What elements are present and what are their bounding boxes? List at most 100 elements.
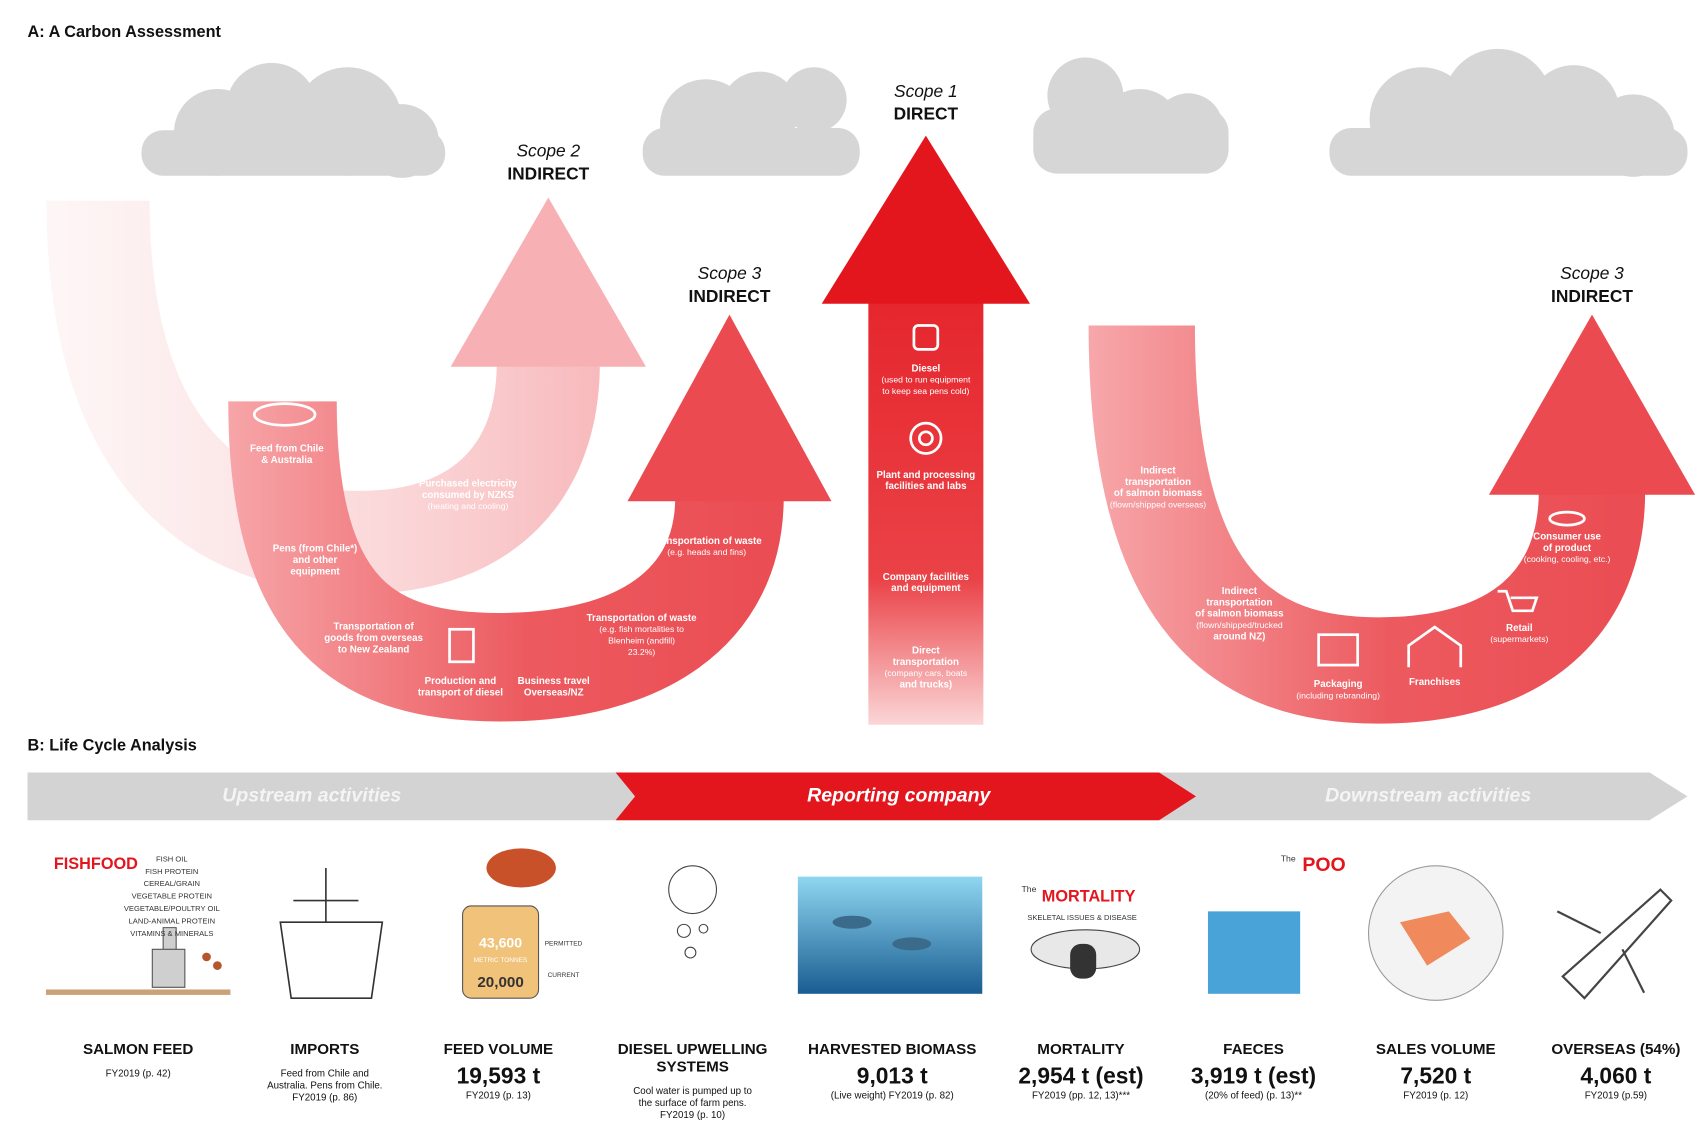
scope-name: Scope 3: [698, 263, 762, 283]
icon-cart: [1497, 589, 1539, 613]
column-title: SALES VOLUME: [1376, 1041, 1496, 1058]
scope1-arrow: [821, 135, 1031, 725]
illus-can-text: 43,600: [479, 935, 522, 951]
column-title: OVERSEAS (54%): [1551, 1041, 1680, 1058]
cloud: [1033, 57, 1229, 174]
item-label: facilities and labs: [885, 481, 967, 492]
item-label: Franchises: [1409, 677, 1461, 688]
item-label: around NZ): [1213, 631, 1265, 642]
item-label: equipment: [290, 566, 340, 577]
column-value: 3,919 t (est): [1191, 1062, 1316, 1088]
item-label: (used to run equipment: [881, 375, 971, 385]
illus-fish: [832, 915, 872, 929]
phase-label: Reporting company: [807, 785, 991, 807]
item-label: Consumer use: [1533, 532, 1601, 543]
illus-ingredient: FISH OIL: [156, 854, 188, 863]
phase-label: Downstream activities: [1325, 785, 1531, 807]
column-note: Cool water is pumped up to: [633, 1086, 752, 1097]
item-label: Transportation of waste: [652, 536, 763, 547]
banner-red: [615, 772, 1197, 821]
icon-pan: [1548, 510, 1586, 527]
item-label: transportation: [893, 657, 959, 668]
illus-board: [45, 989, 231, 995]
illus-grinder: [151, 927, 186, 988]
column-value: 4,060 t: [1580, 1062, 1651, 1088]
column-note: FY2019 (p. 12): [1403, 1090, 1468, 1101]
item-label: & Australia: [261, 455, 313, 466]
column-note: FY2019 (p. 10): [660, 1110, 725, 1121]
item-label: transport of diesel: [418, 687, 503, 698]
item-label: Overseas/NZ: [524, 687, 584, 698]
icon-house: [1407, 625, 1463, 668]
arrow-head: [450, 197, 646, 367]
arrow-head: [627, 314, 832, 502]
illus-ingredient: VITAMINS & MINERALS: [130, 929, 213, 938]
item-label: Plant and processing: [877, 470, 976, 481]
icons: [252, 324, 1586, 668]
column-note: the surface of farm pens.: [639, 1098, 747, 1109]
section-title: A: A Carbon Assessment: [28, 23, 222, 41]
icon-pump: [448, 627, 475, 664]
item-label: Packaging: [1314, 679, 1363, 690]
item-label: (supermarkets): [1490, 634, 1548, 644]
illus-the: The: [1021, 884, 1036, 894]
item-label: and equipment: [891, 583, 961, 594]
item-label: consumed by NZKS: [422, 490, 515, 501]
item-label: Transportation of: [334, 622, 415, 633]
icon-fuel: [912, 324, 940, 351]
illus-can: [462, 905, 540, 999]
column-note: Australia. Pens from Chile.: [267, 1081, 382, 1092]
item-label: Direct: [912, 646, 940, 657]
icon-gear: [917, 430, 934, 447]
arrow-band: [228, 401, 784, 722]
column-title: HARVESTED BIOMASS: [808, 1041, 976, 1058]
illus-pellet: [202, 952, 211, 962]
illus-can-text: PERMITTED: [545, 941, 583, 948]
illus-can-text: CURRENT: [548, 972, 580, 979]
illus-salmon: [1399, 911, 1471, 966]
item-label: (flown/shipped/trucked: [1196, 620, 1283, 630]
illus-ingredient: FISH PROTEIN: [145, 867, 198, 876]
illus-plane: [1556, 888, 1673, 1000]
scope-kind: INDIRECT: [1551, 286, 1633, 306]
illus-the: The: [1281, 854, 1296, 864]
arrow-head: [1488, 314, 1696, 495]
illus-ship: [279, 867, 384, 999]
illus-subtitle: SKELETAL ISSUES & DISEASE: [1027, 913, 1137, 922]
item-label: goods from overseas: [324, 633, 423, 644]
illus-fish: [892, 937, 932, 951]
item-label: and other: [293, 555, 338, 566]
illus-brand: FISHFOOD: [54, 855, 138, 873]
item-label: transportation: [1206, 597, 1272, 608]
column-note: (20% of feed) (p. 13)**: [1205, 1090, 1302, 1101]
cloud: [1329, 48, 1688, 177]
illus-tombstone: [1070, 943, 1097, 979]
illus-ingredient: VEGETABLE PROTEIN: [132, 892, 212, 901]
illus-bubble: [698, 923, 709, 934]
column-title: SYSTEMS: [656, 1059, 729, 1076]
item-label: Pens (from Chile*): [273, 544, 358, 555]
column-value: 2,954 t (est): [1018, 1062, 1143, 1088]
cloud: [141, 62, 446, 178]
illus-ingredient: LAND-ANIMAL PROTEIN: [129, 917, 215, 926]
item-label: (e.g. heads and fins): [667, 547, 746, 557]
column-title: SALMON FEED: [83, 1041, 193, 1058]
column-title: FEED VOLUME: [444, 1041, 554, 1058]
icon-box: [1317, 633, 1360, 667]
column-note: Feed from Chile and: [281, 1069, 369, 1080]
icon-bowl: [252, 402, 317, 427]
item-label: (flown/shipped overseas): [1110, 499, 1206, 509]
item-label: (cooking, cooling, etc.): [1524, 554, 1611, 564]
scope-name: Scope 1: [894, 81, 958, 101]
column-title: MORTALITY: [1037, 1041, 1124, 1058]
illus-bubble: [676, 923, 691, 938]
column-note: FY2019 (p. 86): [292, 1093, 357, 1104]
illus-poo: POO: [1302, 854, 1345, 876]
illus-pellet: [213, 961, 222, 970]
item-label: Company facilities: [883, 572, 970, 583]
column-value: 7,520 t: [1400, 1062, 1471, 1088]
scope-name: Scope 3: [1560, 263, 1624, 283]
column-note: FY2019 (p. 42): [106, 1069, 171, 1080]
item-label: Indirect: [1222, 586, 1258, 597]
column-title: DIESEL UPWELLING: [618, 1041, 768, 1058]
